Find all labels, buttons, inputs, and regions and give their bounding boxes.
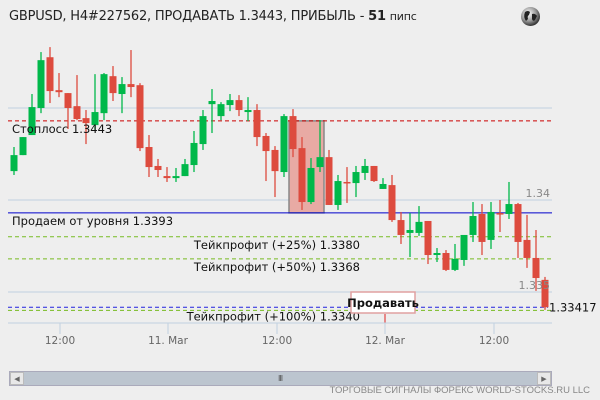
candle-body: [118, 84, 126, 95]
candle-body: [370, 165, 378, 182]
candle-body: [289, 116, 297, 150]
candle-body: [460, 234, 468, 260]
candle-body: [388, 185, 396, 221]
candle-body: [28, 107, 36, 136]
candle-body: [424, 220, 432, 256]
candle-body: [82, 118, 90, 124]
profit-unit: пипс: [389, 10, 417, 23]
candle-body: [271, 149, 279, 172]
candle-body: [253, 110, 261, 138]
candle-body: [487, 211, 495, 240]
candle-body: [181, 164, 189, 177]
candle-body: [406, 229, 414, 233]
globe-icon[interactable]: [520, 6, 541, 27]
candle-body: [154, 165, 162, 171]
candle-body: [343, 181, 351, 184]
candle-body: [73, 106, 81, 120]
x-tick-label: 12:00: [479, 335, 509, 347]
candle-body: [91, 112, 99, 126]
candle-body: [37, 60, 45, 108]
price-level-label: Тейкпрофит (+25%) 1.3380: [193, 238, 360, 252]
candle-body: [469, 216, 477, 235]
x-tick-label: 12. Mar: [365, 335, 406, 347]
scroll-thumb-grip[interactable]: III: [278, 374, 283, 383]
candle-body: [208, 101, 216, 105]
candle-body: [523, 239, 531, 258]
chart-title: GBPUSD, H4#227562, ПРОДАВАТЬ 1.3443, ПРИ…: [9, 9, 417, 24]
candle-body: [541, 279, 549, 308]
candle-body: [163, 176, 171, 179]
candle-body: [136, 85, 144, 149]
candle-body: [46, 57, 54, 92]
candle-body: [145, 147, 153, 168]
candle-body: [100, 74, 108, 114]
candle-body: [262, 135, 270, 152]
candle-body: [280, 116, 288, 173]
candle-body: [433, 252, 441, 256]
last-price-label: 1.33417: [549, 300, 597, 314]
scroll-right-button[interactable]: ▶: [537, 372, 551, 385]
candle-body: [19, 137, 27, 156]
candle-body: [172, 176, 180, 179]
price-level-label: Стоплосс 1.3443: [12, 122, 112, 136]
sell-marker-label: Продавать: [347, 296, 419, 310]
price-level-label: Тейкпрофит (+50%) 1.3368: [193, 260, 360, 274]
candle-body: [442, 252, 450, 270]
sell-marker-box: [350, 291, 416, 314]
candle-body: [316, 157, 324, 168]
candle-body: [109, 76, 117, 94]
candle-body: [244, 110, 252, 113]
price-level-label: Тейкпрофит (+100%) 1.3340: [186, 309, 360, 323]
candle-body: [361, 165, 369, 173]
candle-body: [334, 181, 342, 205]
y-tick-label: 1.335: [519, 279, 551, 292]
candle-body: [127, 84, 135, 88]
x-tick-label: 11. Mar: [148, 335, 189, 347]
title-text: GBPUSD, H4#227562, ПРОДАВАТЬ 1.3443, ПРИ…: [9, 9, 369, 24]
scroll-left-button[interactable]: ◀: [10, 372, 24, 385]
candle-body: [325, 157, 333, 205]
candle-body: [514, 204, 522, 242]
candle-body: [217, 104, 225, 117]
candle-body: [415, 221, 423, 233]
candle-body: [505, 204, 513, 214]
price-level-label: Продаем от уровня 1.3393: [12, 214, 173, 228]
profit-value: 51: [368, 9, 386, 24]
candle-body: [451, 258, 459, 270]
candle-body: [235, 100, 243, 111]
candle-body: [64, 93, 72, 108]
candle-body: [397, 220, 405, 235]
candle-body: [226, 100, 234, 106]
candle-body: [496, 213, 504, 215]
candle-body: [478, 213, 486, 242]
horizontal-scrollbar[interactable]: ◀ III ▶: [9, 371, 552, 386]
candle-body: [199, 116, 207, 145]
candle-body: [352, 172, 360, 184]
footer-credit: ТОРГОВЫЕ СИГНАЛЫ ФОРЕКС WORLD-STOCKS.RU …: [329, 385, 590, 396]
candle-body: [190, 142, 198, 166]
candle-body: [55, 90, 63, 93]
candle-body: [307, 167, 315, 203]
candle-body: [10, 155, 18, 172]
candle-body: [298, 148, 306, 203]
y-tick-label: 1.34: [526, 187, 551, 200]
candle-body: [379, 183, 387, 189]
candle-body: [532, 257, 540, 279]
x-tick-label: 12:00: [262, 335, 292, 347]
x-tick-label: 12:00: [45, 335, 75, 347]
